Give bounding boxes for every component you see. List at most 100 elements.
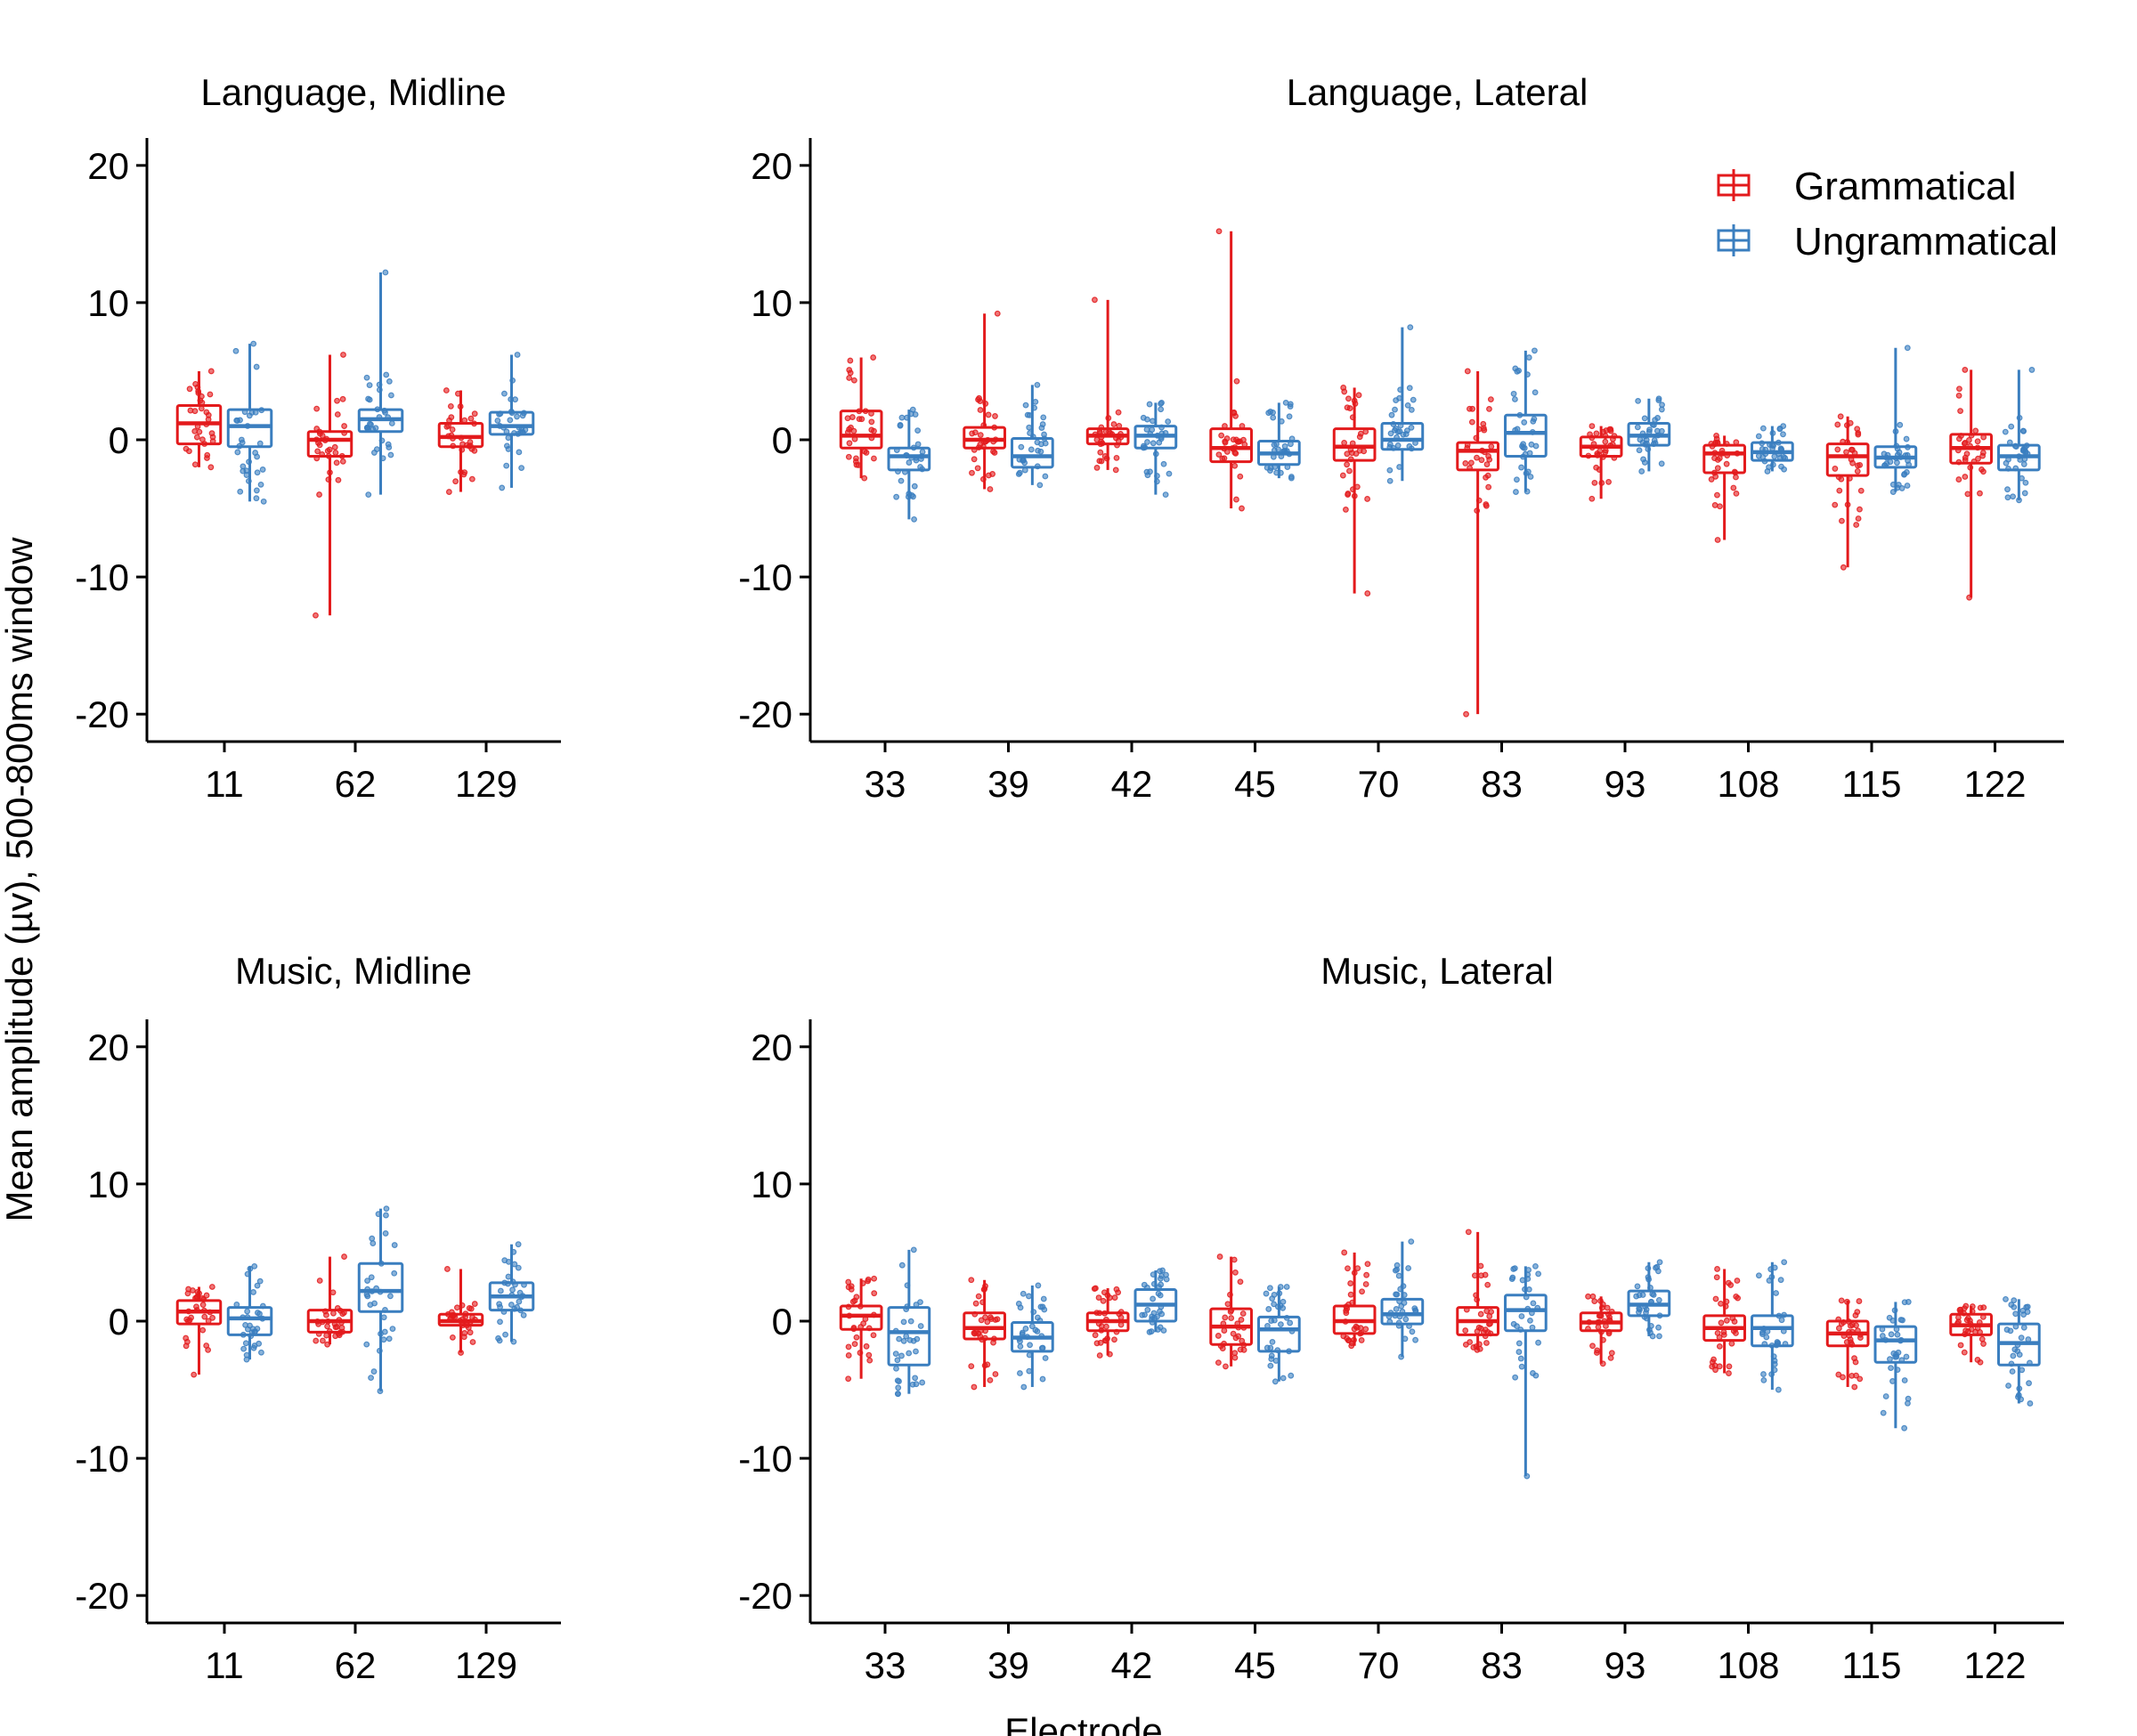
data-point xyxy=(1714,1330,1721,1336)
data-point xyxy=(382,1230,389,1237)
data-point xyxy=(1393,1306,1400,1312)
data-point xyxy=(316,442,323,449)
data-point xyxy=(367,1302,374,1309)
data-point xyxy=(1888,1365,1894,1371)
data-point xyxy=(1957,1342,1964,1349)
data-point xyxy=(871,455,877,462)
data-point xyxy=(1022,1326,1029,1332)
box-ungrammatical-33 xyxy=(887,1246,931,1398)
data-point xyxy=(1962,367,1969,373)
data-point xyxy=(1525,354,1532,361)
data-point xyxy=(1903,435,1910,442)
box-ungrammatical-11 xyxy=(226,1262,273,1363)
data-point xyxy=(909,1381,916,1388)
data-point xyxy=(1345,395,1352,402)
box-iqr xyxy=(887,1306,931,1367)
data-point xyxy=(1344,450,1351,458)
data-point xyxy=(971,429,979,436)
x-tick-label: 70 xyxy=(1358,763,1400,805)
data-point xyxy=(388,420,395,426)
data-point xyxy=(233,417,240,424)
data-point xyxy=(1834,421,1841,428)
data-point xyxy=(1849,459,1856,466)
data-point xyxy=(1394,1261,1401,1269)
data-point xyxy=(1155,1290,1162,1297)
data-point xyxy=(1142,1311,1148,1318)
data-point xyxy=(1355,392,1362,399)
data-point xyxy=(1965,436,1972,443)
data-point xyxy=(191,1371,198,1378)
data-point xyxy=(1728,1340,1735,1347)
data-point xyxy=(1482,1271,1489,1278)
box-ungrammatical-39 xyxy=(1011,381,1054,489)
data-point xyxy=(366,382,373,388)
data-point xyxy=(382,269,389,276)
data-point xyxy=(1835,1325,1842,1332)
data-point xyxy=(471,410,478,418)
data-point xyxy=(1589,1293,1597,1300)
data-point xyxy=(1286,413,1293,420)
data-point xyxy=(239,439,246,446)
data-point xyxy=(1402,1316,1410,1323)
data-point xyxy=(1362,1326,1369,1333)
data-point xyxy=(1839,517,1845,524)
data-point xyxy=(894,1357,901,1364)
data-point xyxy=(898,414,906,421)
data-point xyxy=(449,426,456,433)
data-point xyxy=(1015,471,1022,477)
data-point xyxy=(851,1341,858,1348)
data-point xyxy=(1287,1319,1294,1326)
data-point xyxy=(454,1304,460,1311)
data-point xyxy=(1901,1299,1908,1306)
data-point xyxy=(848,424,854,431)
data-point xyxy=(2008,423,2015,430)
data-point xyxy=(1359,1288,1365,1295)
data-point xyxy=(1525,1286,1532,1293)
data-point xyxy=(1158,401,1164,407)
box-grammatical-115 xyxy=(1825,413,1870,571)
data-point xyxy=(1354,1265,1361,1272)
y-tick-label: -20 xyxy=(738,1575,792,1617)
data-point xyxy=(2002,428,2009,435)
panel-title: Language, Midline xyxy=(200,71,506,113)
box-iqr xyxy=(1504,1294,1548,1333)
data-point xyxy=(1462,460,1469,466)
data-point xyxy=(906,1350,913,1357)
data-point xyxy=(1267,1285,1273,1292)
y-tick-label: -10 xyxy=(738,556,792,598)
data-point xyxy=(1020,1290,1027,1297)
data-point xyxy=(520,1311,527,1318)
data-point xyxy=(1781,1259,1788,1266)
data-point xyxy=(2008,1302,2015,1308)
data-point xyxy=(1143,426,1150,433)
data-point xyxy=(207,464,215,471)
data-point xyxy=(1854,467,1861,475)
data-point xyxy=(1233,496,1239,503)
data-point xyxy=(1387,430,1394,437)
data-point xyxy=(1037,448,1044,455)
data-point xyxy=(443,387,450,393)
data-point xyxy=(1977,490,1983,497)
data-point xyxy=(1344,461,1351,468)
data-point xyxy=(1520,441,1527,448)
x-tick-label: 83 xyxy=(1481,763,1523,805)
data-point xyxy=(1653,1264,1659,1271)
data-point xyxy=(914,1335,921,1343)
data-point xyxy=(975,1293,982,1300)
data-point xyxy=(1604,1304,1611,1311)
data-point xyxy=(509,1286,516,1294)
data-point xyxy=(848,1283,855,1290)
data-point xyxy=(1652,417,1659,424)
box-iqr xyxy=(963,426,1006,450)
data-point xyxy=(1517,1355,1524,1362)
data-point xyxy=(1166,470,1173,477)
data-point xyxy=(1487,396,1494,403)
data-point xyxy=(1714,491,1720,499)
x-tick-label: 39 xyxy=(987,763,1029,805)
data-point xyxy=(2012,1310,2019,1318)
box-ungrammatical-45 xyxy=(1257,399,1301,482)
data-point xyxy=(1961,1305,1968,1312)
x-tick-label: 115 xyxy=(1842,763,1902,805)
data-point xyxy=(447,402,454,410)
data-point xyxy=(1412,1336,1418,1343)
